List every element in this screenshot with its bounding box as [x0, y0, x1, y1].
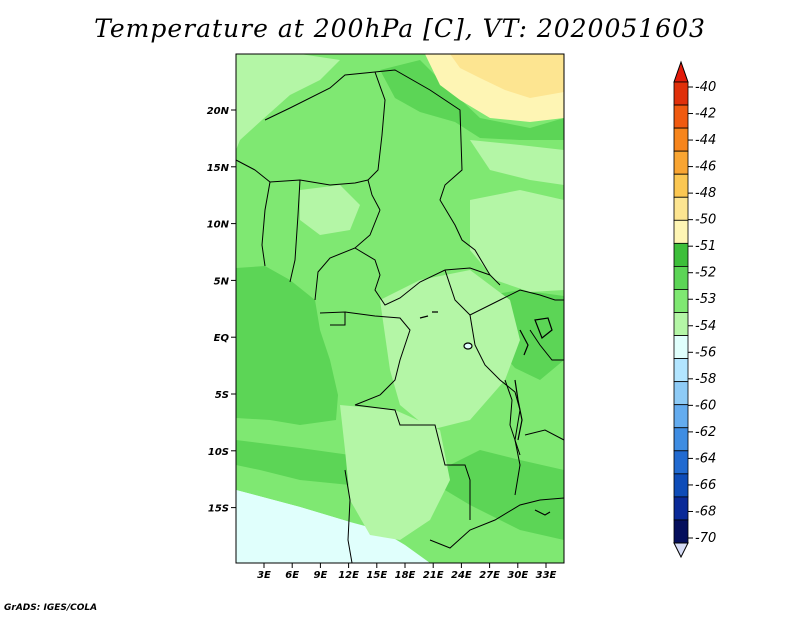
- map-title: Temperature at 200hPa [C], VT: 202005160…: [94, 14, 706, 43]
- zone-temp-54-east: [470, 190, 564, 292]
- grads-credit: GrADS: IGES/COLA: [4, 603, 98, 613]
- zone-temp-52-southeast: [440, 450, 564, 540]
- zone-temp-54-center: [380, 270, 520, 430]
- colorbar-swatch: [673, 289, 689, 313]
- colorbar-label: -40: [695, 80, 716, 95]
- lat-label: 20N: [207, 106, 230, 117]
- map-frame: [235, 53, 565, 564]
- lat-label: EQ: [214, 333, 230, 344]
- colorbar-swatch: [673, 219, 689, 244]
- lat-label: 5S: [215, 390, 229, 401]
- colorbar-swatch: [673, 104, 689, 129]
- zone-temp-54-northband: [470, 140, 564, 185]
- lat-label: 15S: [208, 504, 229, 515]
- colorbar-swatch: [673, 196, 689, 221]
- colorbar-swatch: [673, 496, 689, 521]
- colorbar-label: -50: [695, 213, 716, 228]
- zone-temp-54-south: [340, 405, 450, 540]
- colorbar-label: -62: [695, 425, 716, 440]
- colorbar-label: -46: [695, 160, 716, 175]
- lon-label: 3E: [257, 570, 271, 581]
- colorbar-swatch: [673, 335, 689, 359]
- lake-outlines: [419, 311, 553, 516]
- zone-temp-54-northwest: [236, 54, 340, 150]
- colorbar-top-arrow: [673, 60, 689, 83]
- ocean-southwest: [236, 490, 352, 563]
- colorbar-swatch: [673, 127, 689, 152]
- colorbar-swatch: [673, 242, 689, 267]
- latitude-axis: 20N 15N 10N 5N EQ 5S 10S 15S: [207, 106, 236, 515]
- colorbar-swatch: [673, 173, 689, 198]
- colorbar-swatch: [673, 381, 689, 406]
- colorbar-label: -60: [695, 398, 716, 413]
- colorbar-label: -53: [695, 292, 716, 307]
- map-plot-area: [236, 54, 564, 563]
- lon-label: 24E: [451, 570, 472, 581]
- colorbar-swatch: [673, 473, 689, 498]
- colorbar-label: -42: [695, 107, 716, 122]
- colorbar-swatch: [673, 358, 689, 383]
- zone-temp-52-west: [236, 266, 338, 425]
- colorbar-label: -48: [695, 186, 716, 201]
- lon-label: 21E: [423, 570, 444, 581]
- colorbar-swatch: [673, 427, 689, 452]
- lat-label: 10S: [208, 447, 229, 458]
- lon-label: 12E: [338, 570, 359, 581]
- lon-label: 33E: [536, 570, 557, 581]
- lon-label: 9E: [314, 570, 328, 581]
- longitude-axis: 3E 6E 9E 12E 15E 18E 21E 24E 27E 30E 33E: [257, 563, 557, 581]
- colorbar-swatch: [673, 450, 689, 475]
- colorbar-label: -44: [695, 133, 716, 148]
- colorbar-label: -58: [695, 372, 716, 387]
- lon-label: 27E: [479, 570, 500, 581]
- lon-label: 6E: [285, 570, 299, 581]
- colorbar-swatch: [673, 519, 689, 544]
- lon-label: 18E: [395, 570, 416, 581]
- colorbar-label: -70: [695, 531, 716, 546]
- colorbar-label: -56: [695, 345, 716, 360]
- colorbar-label: -52: [695, 266, 716, 281]
- zone-temp-50: [450, 54, 564, 98]
- colorbar-swatch: [673, 265, 689, 290]
- lat-label: 15N: [207, 163, 230, 174]
- lat-label: 10N: [207, 220, 230, 231]
- country-borders: [236, 69, 564, 563]
- colorbar-bottom-arrow: [673, 542, 689, 559]
- colorbar: -40 -42 -44 -46 -48 -50 -51 -52 -53 -54 -56 -58 -60 -…: [673, 60, 716, 559]
- colorbar-swatch: [673, 404, 689, 429]
- colorbar-label: -54: [695, 319, 716, 334]
- zone-temp-54-mid: [300, 185, 360, 235]
- lon-label: 15E: [366, 570, 387, 581]
- lon-label: 30E: [507, 570, 528, 581]
- colorbar-swatch: [673, 81, 689, 106]
- colorbar-label: -51: [695, 239, 716, 254]
- zone-temp-52-north: [380, 60, 564, 140]
- colorbar-swatch: [673, 150, 689, 175]
- colorbar-label: -66: [695, 478, 716, 493]
- zone-temp-52-band: [236, 440, 380, 485]
- colorbar-label: -68: [695, 504, 716, 519]
- colorbar-label: -64: [695, 451, 716, 466]
- colorbar-swatch: [673, 312, 689, 336]
- lat-label: 5N: [214, 276, 230, 287]
